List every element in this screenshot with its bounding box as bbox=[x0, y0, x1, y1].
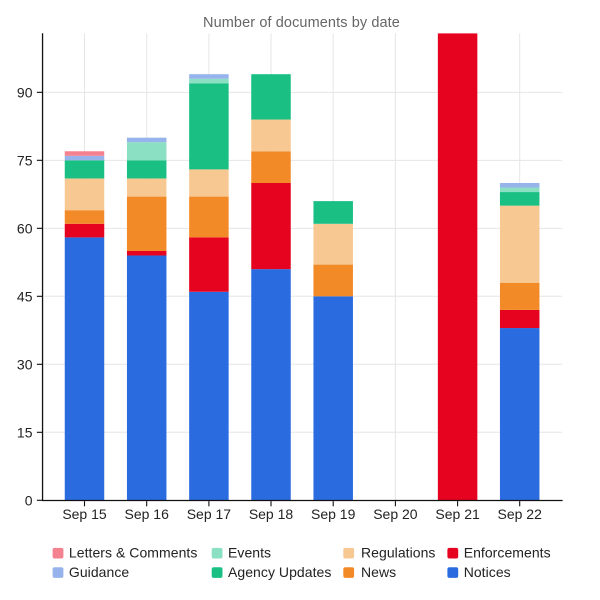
svg-text:Number of documents by date: Number of documents by date bbox=[203, 15, 400, 31]
svg-text:0: 0 bbox=[25, 492, 33, 508]
svg-text:Notices: Notices bbox=[464, 564, 511, 580]
svg-text:Sep 22: Sep 22 bbox=[498, 506, 543, 522]
svg-text:30: 30 bbox=[17, 356, 33, 372]
svg-text:Sep 15: Sep 15 bbox=[62, 506, 107, 522]
svg-text:Enforcements: Enforcements bbox=[464, 545, 551, 561]
svg-text:Regulations: Regulations bbox=[361, 545, 436, 561]
svg-text:90: 90 bbox=[17, 84, 33, 100]
svg-text:Sep 17: Sep 17 bbox=[187, 506, 232, 522]
svg-text:Events: Events bbox=[228, 545, 271, 561]
svg-text:75: 75 bbox=[17, 152, 33, 168]
svg-text:15: 15 bbox=[17, 424, 33, 440]
svg-text:Sep 16: Sep 16 bbox=[125, 506, 170, 522]
svg-text:Agency Updates: Agency Updates bbox=[228, 564, 331, 580]
svg-text:Sep 21: Sep 21 bbox=[435, 506, 480, 522]
svg-text:News: News bbox=[361, 564, 396, 580]
svg-text:Letters & Comments: Letters & Comments bbox=[69, 545, 198, 561]
svg-text:45: 45 bbox=[17, 288, 33, 304]
svg-text:60: 60 bbox=[17, 220, 33, 236]
svg-text:Sep 20: Sep 20 bbox=[373, 506, 418, 522]
svg-text:Guidance: Guidance bbox=[69, 564, 129, 580]
svg-text:Sep 19: Sep 19 bbox=[311, 506, 356, 522]
svg-text:Sep 18: Sep 18 bbox=[249, 506, 294, 522]
